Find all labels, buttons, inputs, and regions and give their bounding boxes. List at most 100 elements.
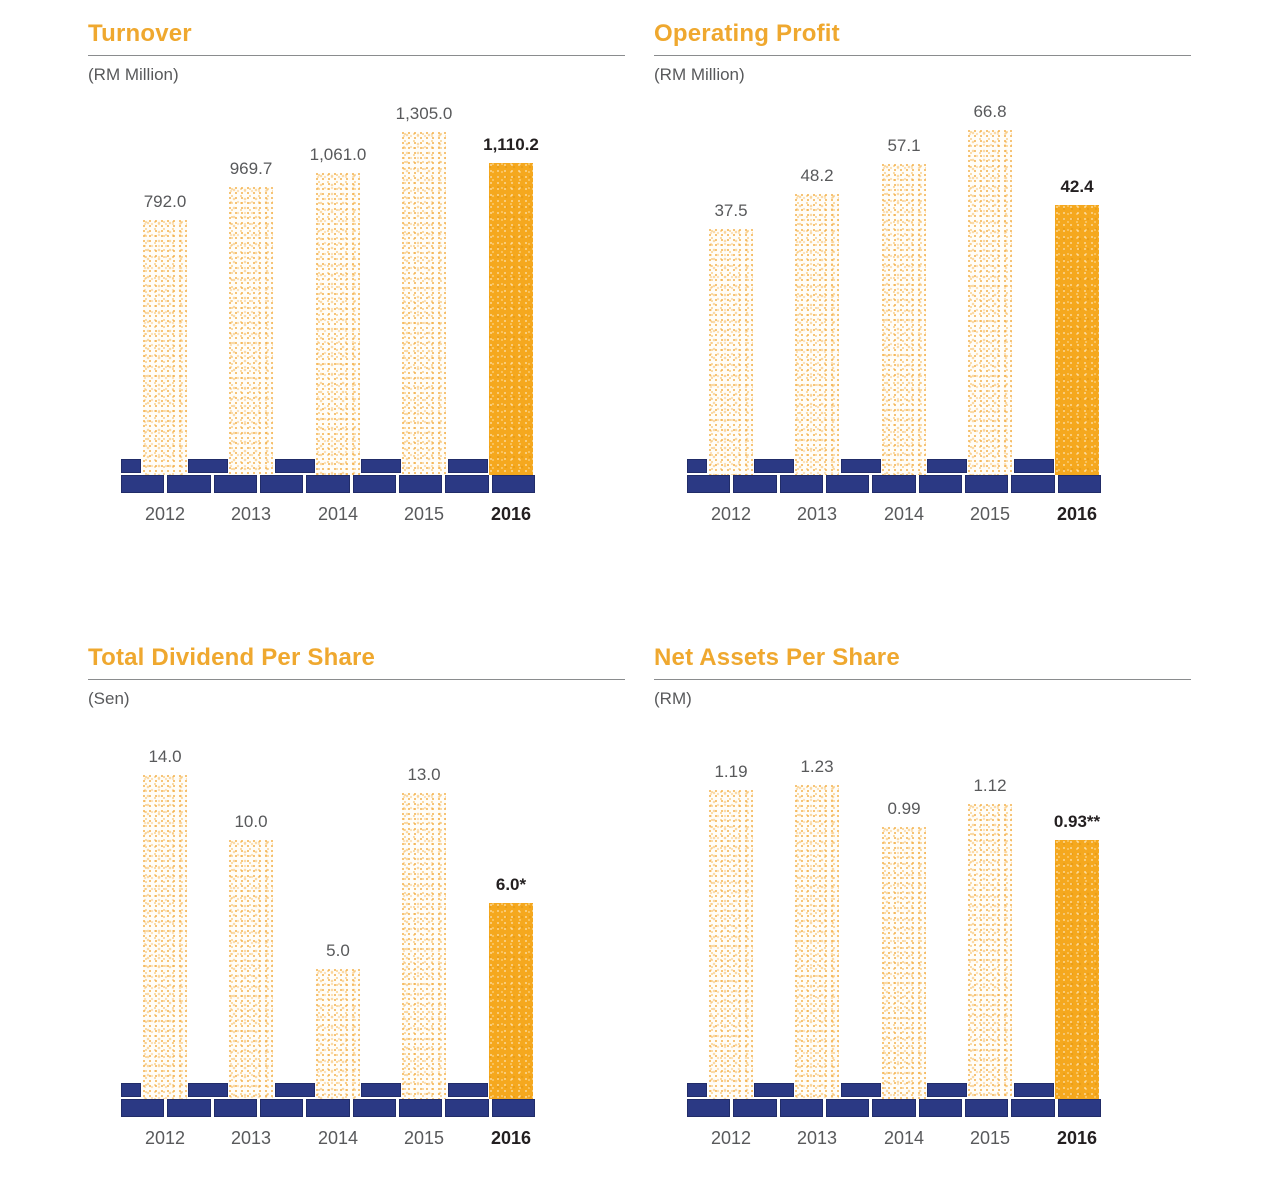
chart-panel-total-dividend-per-share: Total Dividend Per Share (Sen) 14.0 10.0 5…: [88, 644, 625, 1204]
year-label-2016: 2016: [1056, 504, 1098, 524]
title-rule: [654, 55, 1191, 56]
year-label-2015: 2015: [403, 1128, 445, 1148]
unit-label: (RM Million): [88, 65, 179, 84]
bar-2016: [1055, 205, 1099, 475]
year-axis: 2012 2013 2014 2015 2016: [121, 503, 535, 525]
value-label-2015: 13.0: [407, 765, 441, 784]
year-label-2012: 2012: [710, 504, 752, 524]
brick-top: [754, 459, 794, 473]
bar-plot: 14.0 10.0 5.0 13.0 6.0*: [121, 644, 535, 1117]
value-label-2016: 1,110.2: [483, 135, 539, 154]
brick-top: [188, 1083, 228, 1097]
bar-2012: [709, 790, 753, 1099]
value-label-2014: 0.99: [887, 799, 921, 818]
year-label-2016: 2016: [1056, 1128, 1098, 1148]
brick-top: [275, 459, 315, 473]
brick-bottom: [1011, 1099, 1055, 1117]
brick-bottom: [306, 1099, 350, 1117]
brick-top: [687, 459, 707, 473]
brick-bottom: [964, 475, 1009, 493]
brick-top: [1014, 459, 1054, 473]
value-label-2013: 969.7: [229, 159, 273, 178]
brick-bottom: [733, 475, 777, 493]
brick-top: [1014, 1083, 1054, 1097]
bar-plot: 1.19 1.23 0.99 1.12 0.93**: [687, 644, 1101, 1117]
year-label-2013: 2013: [230, 1128, 272, 1148]
unit-label: (RM Million): [654, 65, 745, 84]
bar-2016: [489, 903, 533, 1099]
year-label-2012: 2012: [710, 1128, 752, 1148]
brick-bottom: [352, 1099, 396, 1117]
bar-2015: [402, 132, 446, 475]
brick-bottom: [779, 475, 823, 493]
brick-row-bottom: [687, 475, 1101, 493]
brick-bottom: [918, 1099, 962, 1117]
value-label-2015: 1,305.0: [395, 104, 453, 123]
year-label-2016: 2016: [490, 504, 532, 524]
chart-panel-net-assets-per-share: Net Assets Per Share (RM) 1.19 1.23 0.99 1.…: [654, 644, 1191, 1204]
brick-top: [841, 459, 881, 473]
year-label-2013: 2013: [796, 1128, 838, 1148]
year-label-2015: 2015: [969, 1128, 1011, 1148]
title-rule: [654, 679, 1191, 680]
unit-label: (Sen): [88, 689, 130, 708]
bar-plot: 792.0 969.7 1,061.0 1,305.0 1,110.2: [121, 20, 539, 493]
brick-top: [121, 459, 141, 473]
brick-bottom: [352, 475, 396, 493]
value-label-2014: 1,061.0: [309, 145, 367, 164]
chart-panel-turnover: Turnover (RM Million) 792.0 969.7 1,061.0 1…: [88, 20, 625, 580]
brick-bottom: [1011, 475, 1055, 493]
value-label-2012: 792.0: [143, 192, 187, 211]
unit-label: (RM): [654, 689, 692, 708]
brick-bottom: [259, 475, 304, 493]
brick-bottom: [121, 475, 165, 493]
chart-title: Operating Profit: [654, 20, 840, 47]
brick-top: [927, 459, 967, 473]
year-label-2014: 2014: [883, 1128, 925, 1148]
bar-2016: [489, 163, 533, 475]
brick-bottom: [491, 1099, 535, 1117]
brick-bottom: [213, 1099, 257, 1117]
brick-bottom: [121, 1099, 165, 1117]
year-axis: 2012 2013 2014 2015 2016: [121, 1127, 535, 1149]
bar-2013: [229, 840, 273, 1099]
brick-bottom: [687, 1099, 731, 1117]
year-label-2012: 2012: [144, 504, 186, 524]
bar-2014: [882, 164, 926, 475]
brick-bottom: [825, 1099, 870, 1117]
brick-bottom: [213, 475, 257, 493]
bar-plot: 37.5 48.2 57.1 66.8 42.4: [687, 20, 1101, 493]
bar-2012: [143, 775, 187, 1099]
year-label-2013: 2013: [796, 504, 838, 524]
brick-bottom: [733, 1099, 777, 1117]
brick-top: [448, 1083, 488, 1097]
brick-top: [927, 1083, 967, 1097]
brick-bottom: [398, 475, 443, 493]
brick-top: [275, 1083, 315, 1097]
year-axis: 2012 2013 2014 2015 2016: [687, 1127, 1101, 1149]
brick-top: [448, 459, 488, 473]
bar-2013: [795, 194, 839, 475]
brick-bottom: [491, 475, 535, 493]
brick-top: [121, 1083, 141, 1097]
year-label-2013: 2013: [230, 504, 272, 524]
chart-title: Net Assets Per Share: [654, 644, 900, 671]
brick-bottom: [306, 475, 350, 493]
value-label-2016: 0.93**: [1053, 812, 1101, 831]
bar-2014: [316, 969, 360, 1099]
value-label-2016: 6.0*: [495, 875, 527, 894]
bar-2012: [143, 220, 187, 475]
year-label-2016: 2016: [490, 1128, 532, 1148]
brick-bottom: [167, 475, 211, 493]
brick-top: [754, 1083, 794, 1097]
value-label-2014: 57.1: [887, 136, 921, 155]
year-axis: 2012 2013 2014 2015 2016: [687, 503, 1101, 525]
year-label-2015: 2015: [969, 504, 1011, 524]
title-rule: [88, 55, 625, 56]
brick-top: [188, 459, 228, 473]
bar-2015: [402, 793, 446, 1099]
value-label-2013: 48.2: [800, 166, 834, 185]
bar-2015: [968, 804, 1012, 1099]
value-label-2016: 42.4: [1060, 177, 1094, 196]
